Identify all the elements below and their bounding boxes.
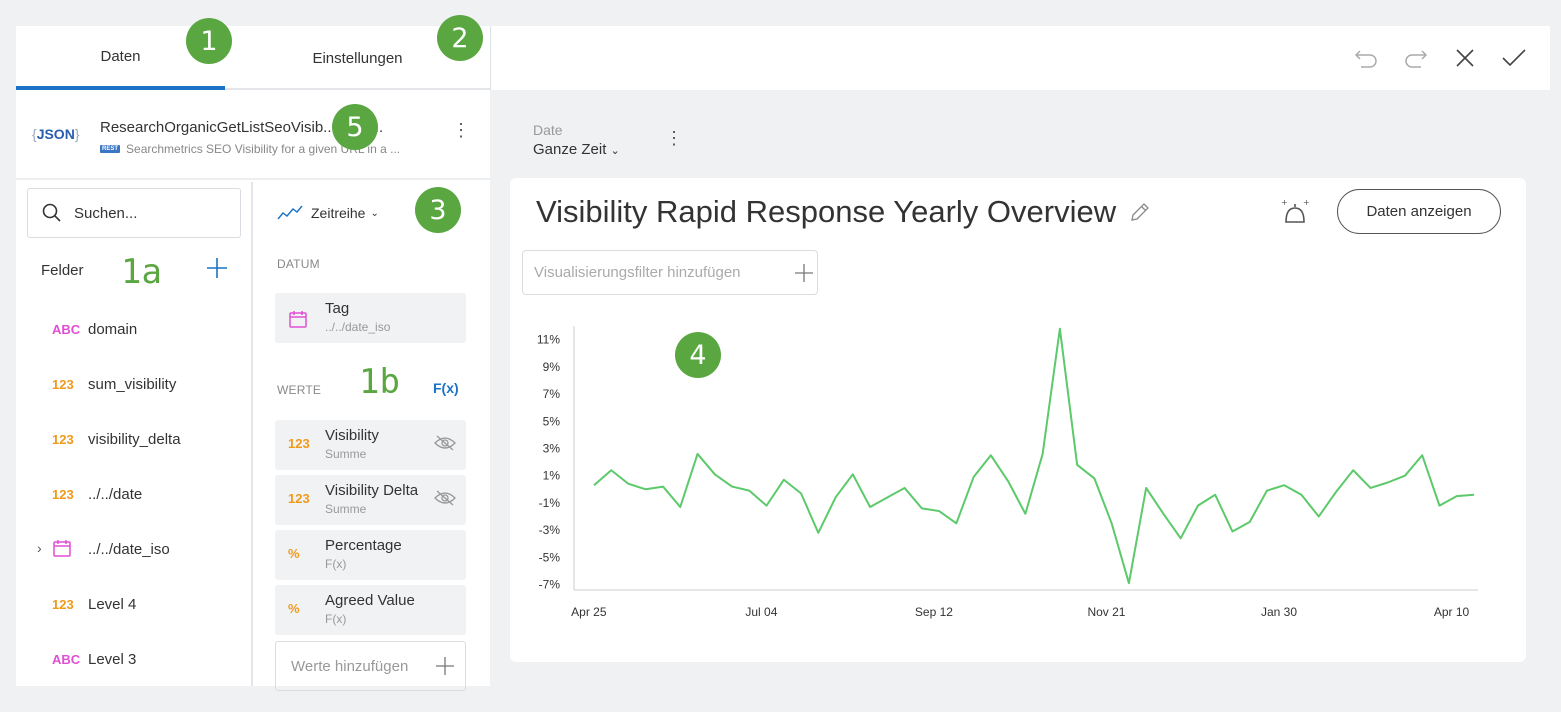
chevron-down-icon: ⌄ <box>610 145 620 157</box>
timeseries-icon <box>277 205 303 220</box>
show-data-button[interactable]: Daten anzeigen <box>1337 189 1501 234</box>
x-tick-label: Jan 30 <box>1261 605 1297 619</box>
svg-text:+: + <box>1281 198 1288 207</box>
section-date: DATUM <box>277 257 320 271</box>
redo-icon[interactable] <box>1403 46 1429 70</box>
plus-icon[interactable] <box>794 263 814 283</box>
y-tick-label: -7% <box>539 578 561 592</box>
marker-2: 2 <box>437 15 483 61</box>
datasource-description: REST Searchmetrics SEO Visibility for a g… <box>100 142 401 156</box>
field-item[interactable]: 123 visibility_delta <box>52 430 181 448</box>
calendar-icon <box>52 538 88 561</box>
y-tick-label: -5% <box>539 550 561 564</box>
number-type-icon: 123 <box>52 431 74 447</box>
undo-icon[interactable] <box>1353 46 1379 70</box>
tab-bar: Daten Einstellungen <box>16 26 490 90</box>
y-tick-label: 11% <box>537 333 560 347</box>
text-type-icon: ABC <box>52 651 81 667</box>
chevron-down-icon: ⌄ <box>370 207 379 219</box>
svg-text:+: + <box>1303 198 1310 207</box>
x-tick-label: Apr 25 <box>571 605 607 619</box>
app-frame: Daten Einstellungen {JSON} ResearchOrgan… <box>16 15 1550 691</box>
filter-menu-icon[interactable]: ⋮ <box>665 128 683 148</box>
x-tick-label: Sep 12 <box>915 605 953 619</box>
search-placeholder: Suchen... <box>74 204 138 222</box>
add-values-field[interactable]: Werte hinzufügen <box>275 641 466 691</box>
search-input[interactable]: Suchen... <box>27 188 241 238</box>
series-line <box>593 327 1475 585</box>
visualization-title[interactable]: Visibility Rapid Response Yearly Overvie… <box>536 194 1117 229</box>
marker-5: 5 <box>332 104 378 150</box>
datasource-header[interactable]: {JSON} ResearchOrganicGetListSeoVisib...… <box>16 92 490 180</box>
y-tick-label: -3% <box>539 523 561 537</box>
divider <box>490 26 491 90</box>
visualization-filter-input[interactable]: Visualisierungsfilter hinzufügen <box>522 250 818 295</box>
number-type-icon: 123 <box>52 376 74 392</box>
calendar-icon <box>288 309 308 332</box>
y-tick-label: 5% <box>543 414 561 428</box>
field-item[interactable]: ../../date_iso <box>52 538 170 560</box>
search-icon <box>42 203 61 222</box>
field-item[interactable]: 123 ../../date <box>52 485 143 503</box>
number-type-icon: 123 <box>52 486 74 502</box>
y-tick-label: 9% <box>543 360 561 374</box>
marker-3: 3 <box>415 187 461 233</box>
alert-bell-icon[interactable]: + + <box>1280 198 1310 226</box>
label-1a: 1a <box>121 252 162 292</box>
value-card[interactable]: 123 Visibility Summe <box>275 420 466 470</box>
number-type-icon: 123 <box>52 596 74 612</box>
percent-icon: % <box>288 546 300 561</box>
value-card[interactable]: 123 Visibility Delta Summe <box>275 475 466 525</box>
percent-icon: % <box>288 601 300 616</box>
visualization-card: Visibility Rapid Response Yearly Overvie… <box>510 178 1526 662</box>
pencil-edit-icon[interactable] <box>1128 200 1152 224</box>
date-filter[interactable]: Date Ganze Zeit ⌄ <box>533 122 620 158</box>
tab-daten[interactable]: Daten <box>16 26 225 90</box>
close-icon[interactable] <box>1453 46 1477 70</box>
field-item[interactable]: ABC Level 3 <box>52 650 137 668</box>
marker-4: 4 <box>675 332 721 378</box>
x-tick-label: Jul 04 <box>745 605 777 619</box>
fields-panel: Suchen... Felder ABC domain 123 sum_visibi… <box>16 182 253 686</box>
field-item[interactable]: 123 Level 4 <box>52 595 137 613</box>
y-tick-label: 7% <box>543 387 561 401</box>
y-tick-label: 3% <box>543 441 561 455</box>
value-card[interactable]: % Agreed Value F(x) <box>275 585 466 635</box>
viz-type-selector[interactable]: Zeitreihe ⌄ <box>277 205 379 221</box>
fields-header: Felder <box>41 262 84 279</box>
datasource-menu-icon[interactable]: ⋮ <box>452 120 470 140</box>
marker-1: 1 <box>186 18 232 64</box>
line-chart: 11% 9% 7% 5% 3% 1% -1% -3% -5% -7% Apr 25 Jul 04 Sep… <box>537 326 1478 619</box>
confirm-check-icon[interactable] <box>1501 46 1527 70</box>
section-values: WERTE <box>277 383 322 397</box>
date-field-card[interactable]: Tag ../../date_iso <box>275 293 466 343</box>
fx-button[interactable]: F(x) <box>433 380 459 396</box>
datasource-name: ResearchOrganicGetListSeoVisib...oricD..… <box>100 119 384 136</box>
hidden-eye-icon[interactable] <box>434 489 456 507</box>
x-tick-label: Apr 10 <box>1434 605 1470 619</box>
y-tick-label: 1% <box>543 469 561 483</box>
text-type-icon: ABC <box>52 321 81 337</box>
field-item[interactable]: ABC domain <box>52 320 138 338</box>
expand-chevron-icon[interactable]: › <box>37 540 42 556</box>
tab-einstellungen[interactable]: Einstellungen <box>312 49 403 67</box>
label-1b: 1b <box>359 362 400 402</box>
json-badge: {JSON} <box>32 126 80 142</box>
y-tick-label: -1% <box>539 496 561 510</box>
value-card[interactable]: % Percentage F(x) <box>275 530 466 580</box>
add-field-icon[interactable] <box>206 257 228 279</box>
rest-badge: REST <box>100 145 121 153</box>
hidden-eye-icon[interactable] <box>434 434 456 452</box>
plus-icon[interactable] <box>435 656 455 676</box>
x-tick-label: Nov 21 <box>1087 605 1125 619</box>
top-toolbar <box>491 26 1550 90</box>
field-item[interactable]: 123 sum_visibility <box>52 375 177 393</box>
visualization-fields-panel: Zeitreihe ⌄ DATUM Tag ../../date_iso WER… <box>255 182 490 691</box>
